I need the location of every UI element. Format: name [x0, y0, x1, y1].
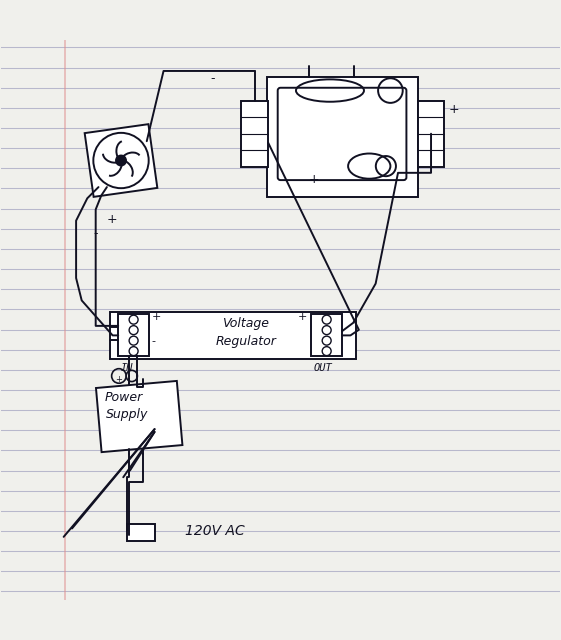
Text: -: -: [210, 72, 215, 85]
Text: 120V AC: 120V AC: [185, 524, 245, 538]
FancyBboxPatch shape: [278, 88, 406, 180]
Text: +: +: [152, 312, 161, 322]
Text: Voltage: Voltage: [222, 317, 269, 330]
Polygon shape: [96, 381, 182, 452]
Circle shape: [116, 156, 126, 166]
Bar: [266, 77, 417, 197]
Text: +: +: [116, 374, 122, 383]
Bar: [311, 314, 342, 356]
Bar: [241, 100, 268, 167]
Text: Supply: Supply: [106, 408, 148, 421]
Bar: [110, 312, 356, 359]
Text: +: +: [448, 102, 459, 116]
Polygon shape: [85, 124, 157, 197]
Bar: [118, 314, 149, 356]
Text: OUT: OUT: [314, 364, 333, 374]
Text: IN: IN: [121, 364, 134, 374]
Text: +: +: [107, 214, 117, 227]
Text: Regulator: Regulator: [216, 335, 277, 348]
Text: Power: Power: [104, 391, 142, 404]
Text: -: -: [152, 336, 156, 346]
Text: -: -: [93, 227, 98, 241]
Circle shape: [93, 133, 149, 188]
Bar: [127, 524, 155, 541]
Text: +: +: [297, 312, 307, 322]
Text: +: +: [309, 173, 319, 186]
Bar: [417, 100, 444, 167]
